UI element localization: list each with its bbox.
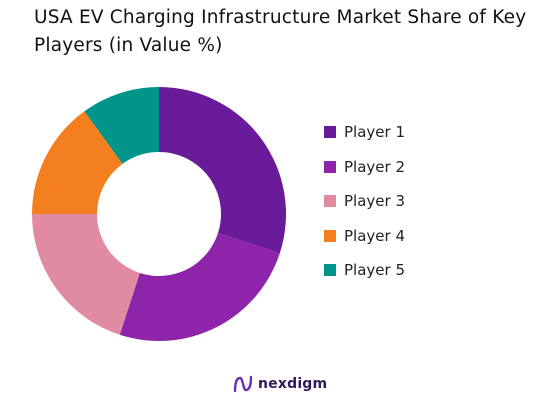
legend-item-player-2: Player 2: [324, 157, 454, 177]
donut-slice-player-5: [84, 87, 159, 164]
donut-slice-player-2: [119, 233, 280, 342]
legend-label-player-5: Player 5: [344, 261, 405, 279]
legend-item-player-5: Player 5: [324, 260, 454, 280]
nexdigm-logo-icon: [233, 375, 253, 393]
legend-item-player-4: Player 4: [324, 226, 454, 246]
legend-item-player-1: Player 1: [324, 122, 454, 142]
legend-swatch-player-2: [324, 161, 336, 173]
legend-swatch-player-4: [324, 230, 336, 242]
brand-logo: nexdigm: [232, 374, 327, 394]
legend-swatch-player-5: [324, 264, 336, 276]
legend-item-player-3: Player 3: [324, 191, 454, 211]
legend-swatch-player-3: [324, 195, 336, 207]
legend-label-player-1: Player 1: [344, 123, 405, 141]
donut-slice-player-1: [159, 87, 286, 254]
legend-label-player-4: Player 4: [344, 227, 405, 245]
donut-slice-player-4: [32, 111, 123, 214]
legend-label-player-2: Player 2: [344, 158, 405, 176]
legend-label-player-3: Player 3: [344, 192, 405, 210]
brand-name: nexdigm: [258, 376, 328, 392]
donut-slice-player-3: [32, 214, 140, 335]
chart-title: USA EV Charging Infrastructure Market Sh…: [34, 7, 527, 56]
legend-swatch-player-1: [324, 126, 336, 138]
